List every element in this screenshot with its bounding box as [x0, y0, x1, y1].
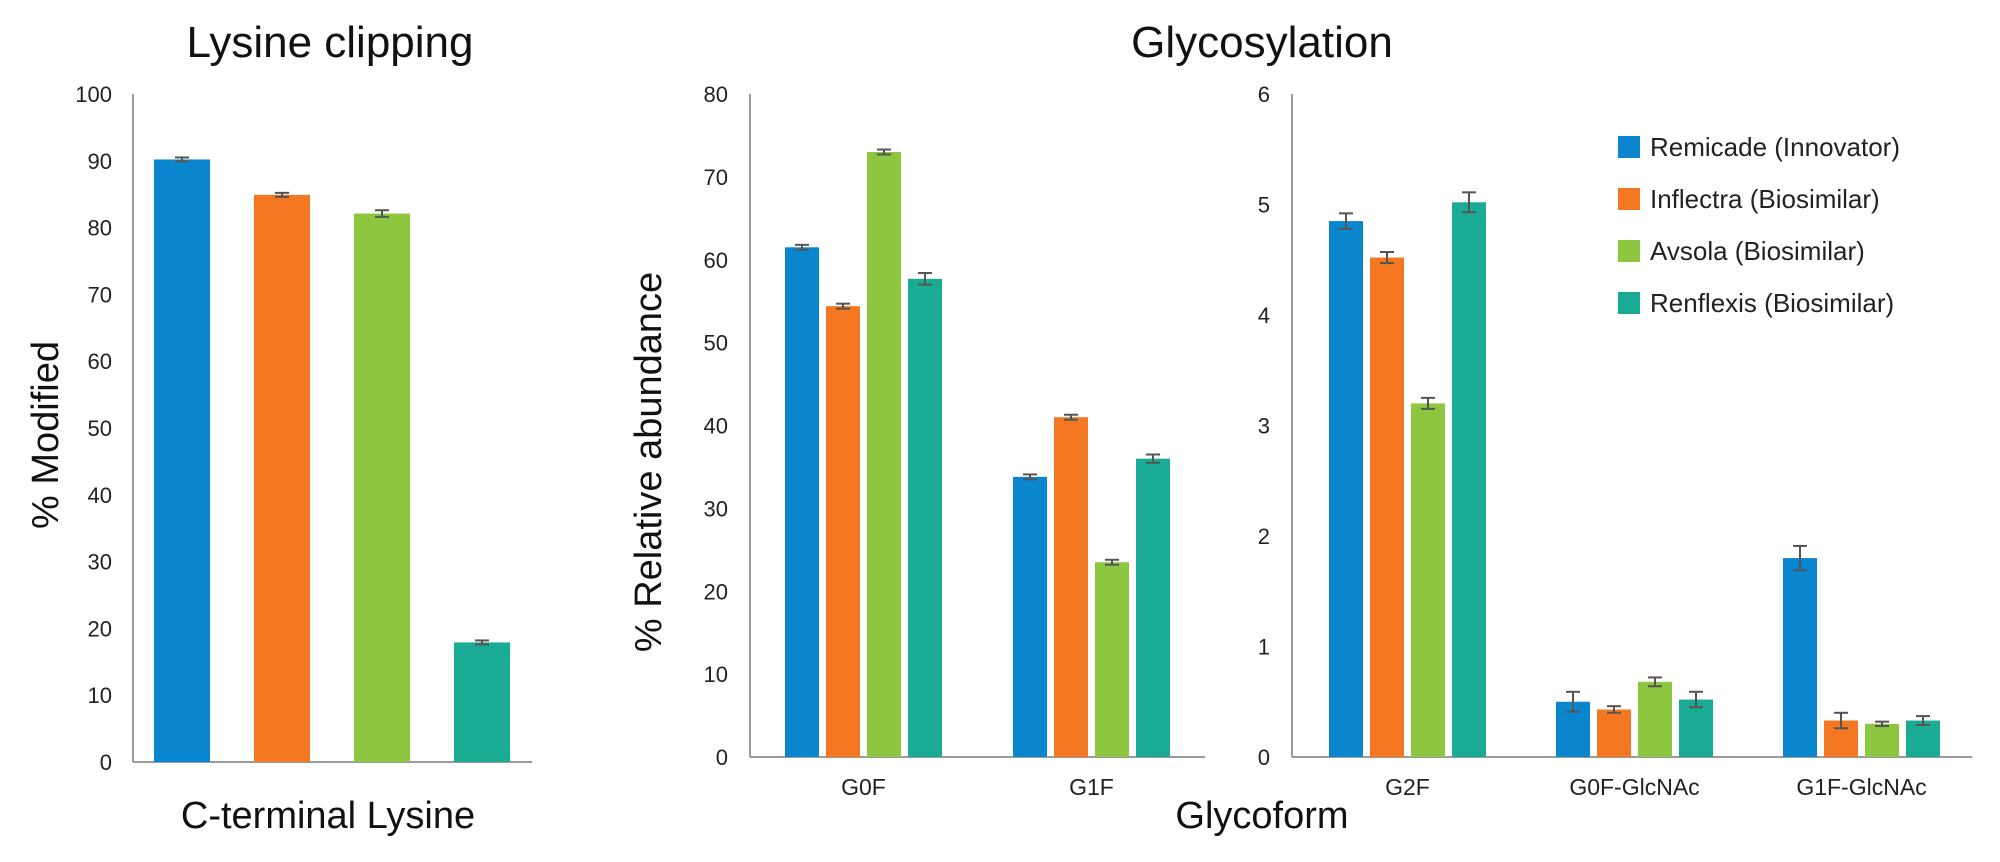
- y-tick-label: 50: [704, 331, 728, 356]
- bar: [254, 194, 310, 763]
- bar: [1638, 681, 1672, 757]
- y-tick-label: 30: [704, 496, 728, 521]
- legend: Remicade (Innovator) Inflectra (Biosimil…: [1618, 132, 1900, 318]
- bar: [1411, 403, 1445, 757]
- chart-panel-2: 0 10 20 30 40 50 60 70 80 G0F G1F: [704, 82, 1205, 800]
- y-tick-label: 70: [88, 282, 112, 307]
- y-tick-label: 20: [88, 616, 112, 641]
- legend-item-inflectra: Inflectra (Biosimilar): [1618, 184, 1880, 214]
- y-tick-label: 10: [704, 662, 728, 687]
- y-tick-label: 6: [1258, 82, 1270, 107]
- x-category-label: G0F: [841, 774, 886, 800]
- legend-swatch: [1618, 292, 1640, 314]
- y-tick-label: 4: [1258, 303, 1270, 328]
- bar: [1679, 699, 1713, 757]
- y-tick-label: 40: [88, 483, 112, 508]
- x-category-label: G1F: [1069, 774, 1114, 800]
- legend-item-avsola: Avsola (Biosimilar): [1618, 236, 1865, 266]
- legend-swatch: [1618, 188, 1640, 210]
- bar: [1054, 417, 1088, 757]
- y-tick-label: 80: [88, 216, 112, 241]
- legend-item-remicade: Remicade (Innovator): [1618, 132, 1900, 162]
- bar: [1095, 562, 1129, 757]
- y-tick-label: 70: [704, 165, 728, 190]
- y-tick-label: 60: [704, 248, 728, 273]
- y-tick-label: 1: [1258, 635, 1270, 660]
- legend-label: Inflectra (Biosimilar): [1650, 184, 1880, 214]
- y-tick-label: 40: [704, 414, 728, 439]
- x-axis-title-glyco: Glycoform: [1175, 795, 1348, 837]
- bar: [1370, 257, 1404, 757]
- y-axis-title-lysine: % Modified: [25, 341, 67, 529]
- x-axis-title-lysine: C-terminal Lysine: [181, 795, 475, 837]
- y-tick-label: 2: [1258, 524, 1270, 549]
- bar: [908, 278, 942, 757]
- chart-title-glycosylation: Glycosylation: [1131, 18, 1393, 67]
- bar: [785, 247, 819, 757]
- chart-title-lysine: Lysine clipping: [187, 18, 474, 67]
- legend-label: Remicade (Innovator): [1650, 132, 1900, 162]
- y-tick-label: 80: [704, 82, 728, 107]
- bar: [1783, 558, 1817, 757]
- legend-label: Renflexis (Biosimilar): [1650, 288, 1894, 318]
- plot-area: 010203040506070809010001020304050607080G…: [75, 82, 1972, 800]
- y-tick-label: 20: [704, 579, 728, 604]
- legend-swatch: [1618, 240, 1640, 262]
- y-tick-label: 5: [1258, 193, 1270, 218]
- chart-panel-1: 0 10 20 30 40 50 60 70 80 90 100: [75, 82, 532, 775]
- x-category-label: G2F: [1385, 774, 1430, 800]
- y-tick-label: 0: [1258, 745, 1270, 770]
- bar: [1597, 709, 1631, 757]
- y-tick-label: 50: [88, 416, 112, 441]
- bar: [1329, 221, 1363, 757]
- bar: [354, 213, 410, 762]
- bar: [826, 306, 860, 757]
- bar: [867, 152, 901, 757]
- y-axis-title-glyco: % Relative abundance: [628, 272, 670, 652]
- y-tick-label: 90: [88, 149, 112, 174]
- bar: [1865, 723, 1899, 757]
- y-tick-label: 30: [88, 550, 112, 575]
- bar: [154, 159, 210, 763]
- y-tick-label: 0: [100, 750, 112, 775]
- bar: [454, 642, 510, 762]
- bar: [1013, 476, 1047, 757]
- bar: [1906, 720, 1940, 757]
- bar: [1136, 458, 1170, 757]
- legend-swatch: [1618, 136, 1640, 158]
- y-tick-label: 100: [75, 82, 112, 107]
- bar: [1452, 202, 1486, 758]
- y-tick-label: 10: [88, 683, 112, 708]
- legend-item-renflexis: Renflexis (Biosimilar): [1618, 288, 1894, 318]
- legend-label: Avsola (Biosimilar): [1650, 236, 1865, 266]
- y-tick-label: 60: [88, 349, 112, 374]
- x-category-label: G0F-GlcNAc: [1569, 774, 1699, 800]
- x-category-label: G1F-GlcNAc: [1796, 774, 1926, 800]
- y-tick-label: 0: [716, 745, 728, 770]
- y-tick-label: 3: [1258, 414, 1270, 439]
- chart-panel-3: 0 1 2 3 4 5 6 G2F G0F-GlcNAc G1F-GlcNAc: [1258, 82, 1972, 800]
